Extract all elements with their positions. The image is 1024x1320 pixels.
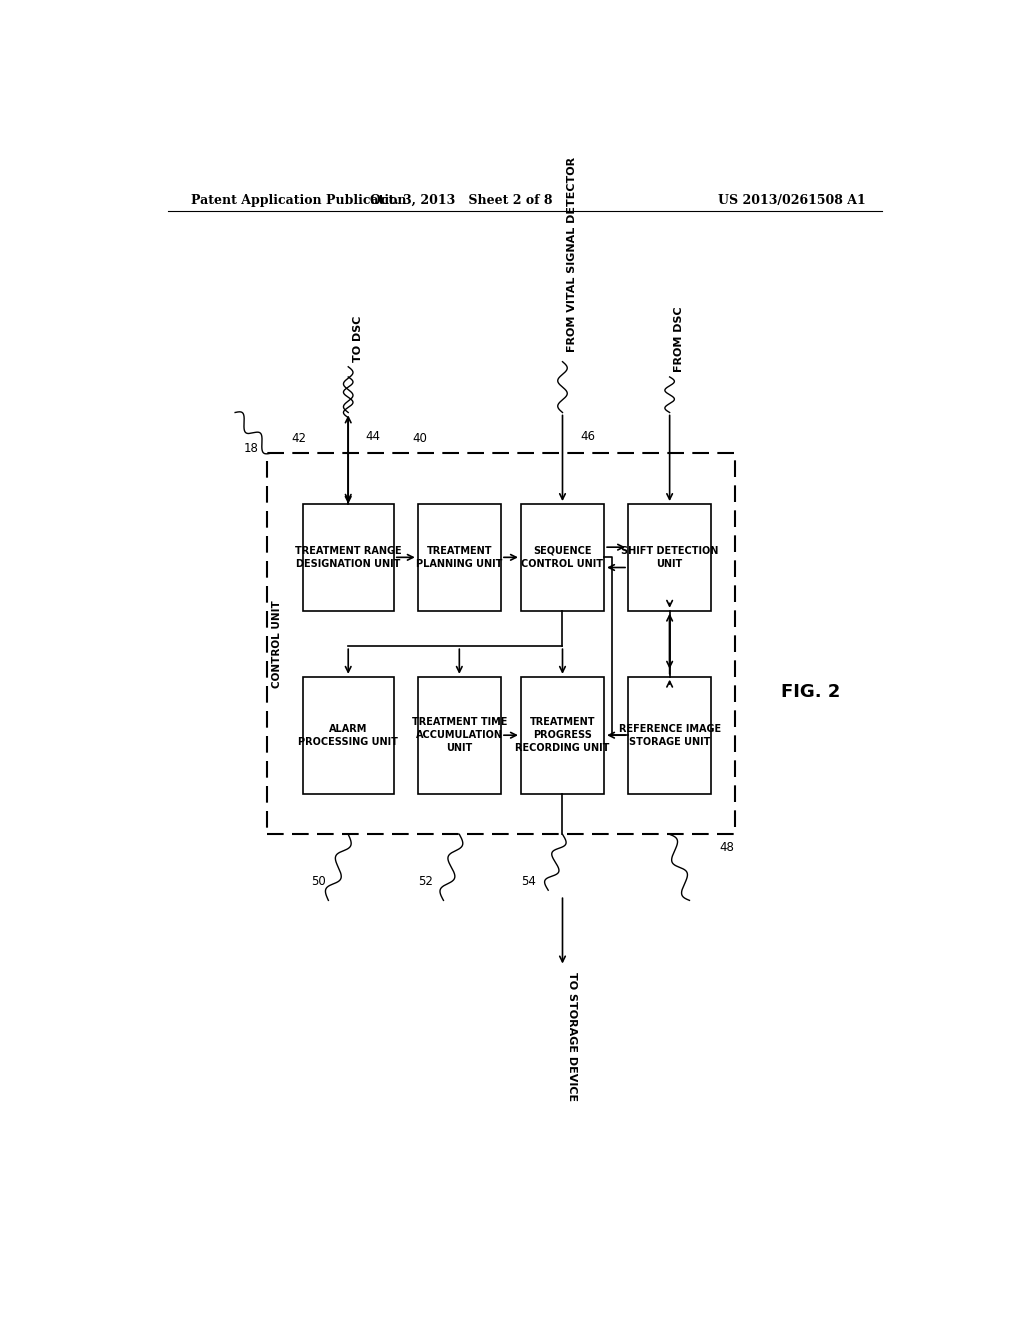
Text: 52: 52 [418, 875, 433, 888]
Bar [267, 453, 735, 834]
Text: 48: 48 [719, 841, 734, 854]
Text: 46: 46 [580, 430, 595, 444]
Text: 42: 42 [292, 432, 306, 445]
Text: Oct. 3, 2013   Sheet 2 of 8: Oct. 3, 2013 Sheet 2 of 8 [370, 194, 553, 207]
Text: FROM VITAL SIGNAL DETECTOR: FROM VITAL SIGNAL DETECTOR [567, 156, 577, 351]
Text: ALARM
PROCESSING UNIT: ALARM PROCESSING UNIT [298, 723, 398, 747]
Text: FIG. 2: FIG. 2 [781, 682, 840, 701]
Bar [303, 504, 394, 611]
Text: Patent Application Publication: Patent Application Publication [191, 194, 407, 207]
Text: 18: 18 [244, 442, 258, 454]
Text: 50: 50 [311, 875, 326, 888]
Text: US 2013/0261508 A1: US 2013/0261508 A1 [718, 194, 866, 207]
Text: 54: 54 [521, 875, 537, 888]
Text: REFERENCE IMAGE
STORAGE UNIT: REFERENCE IMAGE STORAGE UNIT [618, 723, 721, 747]
Text: TREATMENT
PLANNING UNIT: TREATMENT PLANNING UNIT [416, 545, 503, 569]
Text: SEQUENCE
CONTROL UNIT: SEQUENCE CONTROL UNIT [521, 545, 603, 569]
Text: 40: 40 [413, 432, 427, 445]
Text: TREATMENT TIME
ACCUMULATION
UNIT: TREATMENT TIME ACCUMULATION UNIT [412, 717, 507, 754]
Bar [521, 677, 604, 793]
Text: FROM DSC: FROM DSC [674, 306, 684, 372]
Text: SHIFT DETECTION
UNIT: SHIFT DETECTION UNIT [621, 545, 718, 569]
Bar [303, 677, 394, 793]
Bar [418, 504, 501, 611]
Text: TREATMENT RANGE
DESIGNATION UNIT: TREATMENT RANGE DESIGNATION UNIT [295, 545, 401, 569]
Bar [521, 504, 604, 611]
Bar [418, 677, 501, 793]
Text: 44: 44 [366, 430, 381, 444]
Text: TO DSC: TO DSC [352, 315, 362, 362]
Text: CONTROL UNIT: CONTROL UNIT [272, 599, 283, 688]
Bar [628, 504, 712, 611]
Text: TO STORAGE DEVICE: TO STORAGE DEVICE [567, 972, 577, 1101]
Bar [628, 677, 712, 793]
Text: TREATMENT
PROGRESS
RECORDING UNIT: TREATMENT PROGRESS RECORDING UNIT [515, 717, 609, 754]
